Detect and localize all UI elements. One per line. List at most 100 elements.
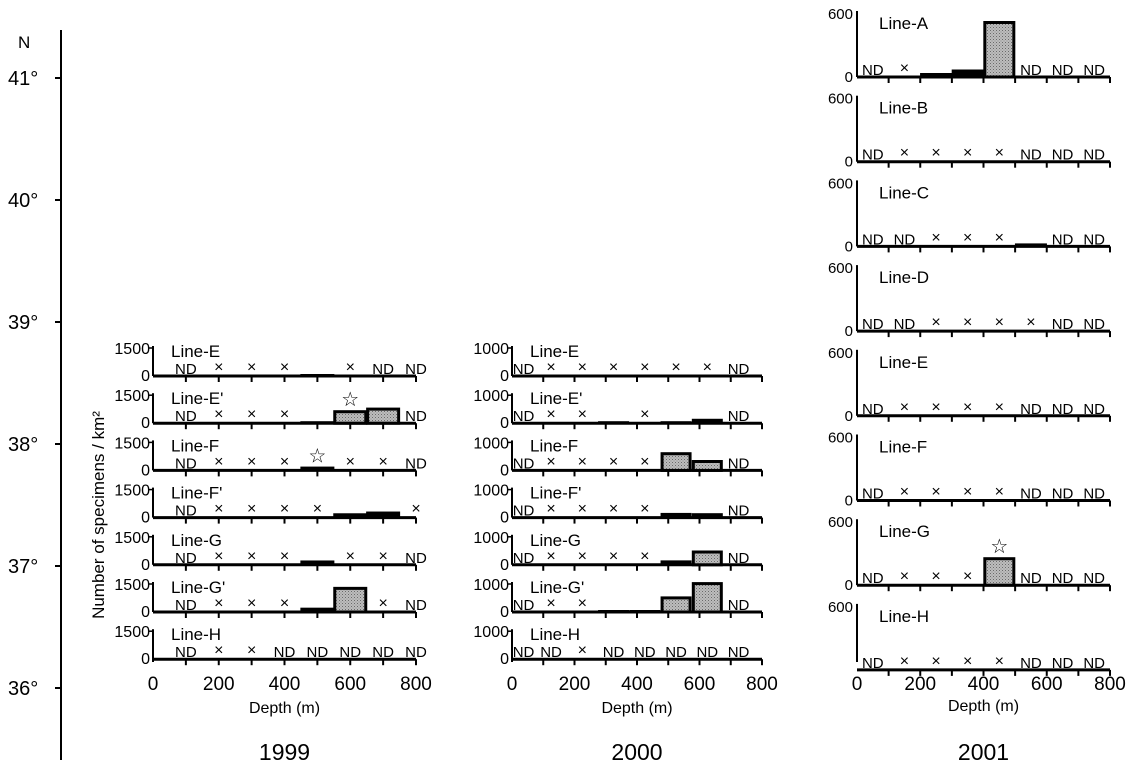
x-tick-label: 400 bbox=[269, 674, 301, 695]
x-tick-label: 800 bbox=[1094, 674, 1126, 695]
bar bbox=[691, 460, 723, 472]
y-tick-label-max: 1000 bbox=[473, 624, 509, 641]
panel-Line-F': 1500 0 Line-F'ND × × × × × bbox=[114, 483, 420, 527]
absent-mark: × bbox=[931, 484, 940, 501]
y-tick-label-zero: 0 bbox=[500, 651, 509, 668]
x-axis-label: Depth (m) bbox=[948, 698, 1019, 715]
absent-mark: × bbox=[578, 453, 587, 470]
y-axis-label: Number of specimens / km² bbox=[89, 411, 108, 619]
absent-mark: × bbox=[640, 453, 649, 470]
y-tick-label-zero: 0 bbox=[141, 368, 150, 385]
chart-title: 1999 bbox=[259, 739, 310, 765]
not-detected-label: ND bbox=[1083, 486, 1105, 503]
x-tick-label: 600 bbox=[684, 674, 716, 695]
y-tick-label-zero: 0 bbox=[845, 493, 853, 510]
not-detected-label: ND bbox=[1052, 655, 1074, 672]
not-detected-label: ND bbox=[1052, 231, 1074, 248]
panel-Line-C: 600 0 Line-C ND ND × × × ND ND bbox=[828, 175, 1111, 255]
not-detected-label: ND bbox=[1052, 570, 1074, 587]
absent-mark: × bbox=[703, 359, 712, 376]
absent-mark: × bbox=[546, 595, 555, 612]
panel-Line-B: 600 0 Line-B ND × × × × ND ND ND bbox=[828, 91, 1111, 171]
bar bbox=[333, 410, 368, 425]
not-detected-label: ND bbox=[1052, 486, 1074, 503]
bar bbox=[598, 421, 630, 424]
not-detected-label: ND bbox=[274, 644, 296, 661]
y-tick-label-zero: 0 bbox=[845, 577, 853, 594]
not-detected-label: ND bbox=[175, 408, 197, 425]
panel-line-label: Line-F' bbox=[530, 484, 581, 503]
absent-mark: × bbox=[578, 548, 587, 565]
absent-mark: × bbox=[280, 501, 289, 518]
bar bbox=[333, 513, 368, 518]
absent-mark: × bbox=[963, 229, 972, 246]
panel-line-label: Line-F bbox=[171, 436, 219, 455]
y-tick-label-zero: 0 bbox=[141, 557, 150, 574]
absent-mark: × bbox=[546, 453, 555, 470]
x-tick-label: 0 bbox=[852, 674, 863, 695]
absent-mark: × bbox=[609, 548, 618, 565]
not-detected-label: ND bbox=[862, 401, 884, 418]
x-tick-label: 200 bbox=[904, 674, 936, 695]
y-tick-label-max: 1500 bbox=[114, 577, 150, 594]
not-detected-label: ND bbox=[862, 570, 884, 587]
absent-mark: × bbox=[214, 642, 223, 659]
y-tick-label-zero: 0 bbox=[141, 510, 150, 527]
panel-Line-D: 600 0 Line-D ND ND × × × × ND ND bbox=[828, 260, 1111, 340]
bar bbox=[300, 466, 335, 471]
bar bbox=[691, 582, 723, 614]
absent-mark: × bbox=[931, 568, 940, 585]
x-tick-label: 400 bbox=[621, 674, 653, 695]
absent-mark: × bbox=[214, 453, 223, 470]
not-detected-label: ND bbox=[307, 644, 329, 661]
not-detected-label: ND bbox=[405, 597, 427, 614]
not-detected-label: ND bbox=[862, 655, 884, 672]
absent-mark: × bbox=[247, 359, 256, 376]
absent-mark: × bbox=[280, 595, 289, 612]
absent-mark: × bbox=[995, 145, 1004, 162]
chart-title: 2001 bbox=[958, 739, 1009, 765]
bar bbox=[1014, 243, 1047, 247]
bar bbox=[366, 407, 401, 425]
y-tick-label-max: 1000 bbox=[473, 530, 509, 547]
bar bbox=[333, 586, 368, 614]
x-tick-label: 800 bbox=[746, 674, 778, 695]
absent-mark: × bbox=[578, 642, 587, 659]
not-detected-label: ND bbox=[175, 644, 197, 661]
absent-mark: × bbox=[931, 229, 940, 246]
absent-mark: × bbox=[280, 548, 289, 565]
not-detected-label: ND bbox=[862, 316, 884, 333]
not-detected-label: ND bbox=[1083, 570, 1105, 587]
not-detected-label: ND bbox=[728, 503, 750, 520]
x-tick-label: 200 bbox=[203, 674, 235, 695]
absent-mark: × bbox=[214, 548, 223, 565]
not-detected-label: ND bbox=[1083, 401, 1105, 418]
not-detected-label: ND bbox=[175, 597, 197, 614]
not-detected-label: ND bbox=[1020, 655, 1042, 672]
y-tick-label-max: 1500 bbox=[114, 624, 150, 641]
y-tick-label-max: 600 bbox=[828, 91, 853, 108]
panel-line-label: Line-A bbox=[879, 14, 929, 33]
absent-mark: × bbox=[963, 568, 972, 585]
not-detected-label: ND bbox=[1052, 147, 1074, 164]
y-tick-label-max: 600 bbox=[828, 514, 853, 531]
panel-line-label: Line-C bbox=[879, 183, 929, 202]
y-tick-label-max: 1000 bbox=[473, 577, 509, 594]
bar bbox=[598, 610, 630, 612]
absent-mark: × bbox=[214, 595, 223, 612]
not-detected-label: ND bbox=[1052, 316, 1074, 333]
y-tick-label-zero: 0 bbox=[845, 408, 853, 425]
not-detected-label: ND bbox=[1083, 147, 1105, 164]
latitude-tick-label: 39° bbox=[8, 312, 38, 334]
y-tick-label-zero: 0 bbox=[500, 368, 509, 385]
x-tick-label: 200 bbox=[559, 674, 591, 695]
absent-mark: × bbox=[963, 653, 972, 670]
not-detected-label: ND bbox=[728, 361, 750, 378]
panel-line-label: Line-F bbox=[530, 436, 578, 455]
absent-mark: × bbox=[963, 314, 972, 331]
chart-2001: 0 200 400 600 800 Depth (m) 2001 600 0 Line-A ND × N… bbox=[828, 6, 1126, 765]
absent-mark: × bbox=[346, 548, 355, 565]
